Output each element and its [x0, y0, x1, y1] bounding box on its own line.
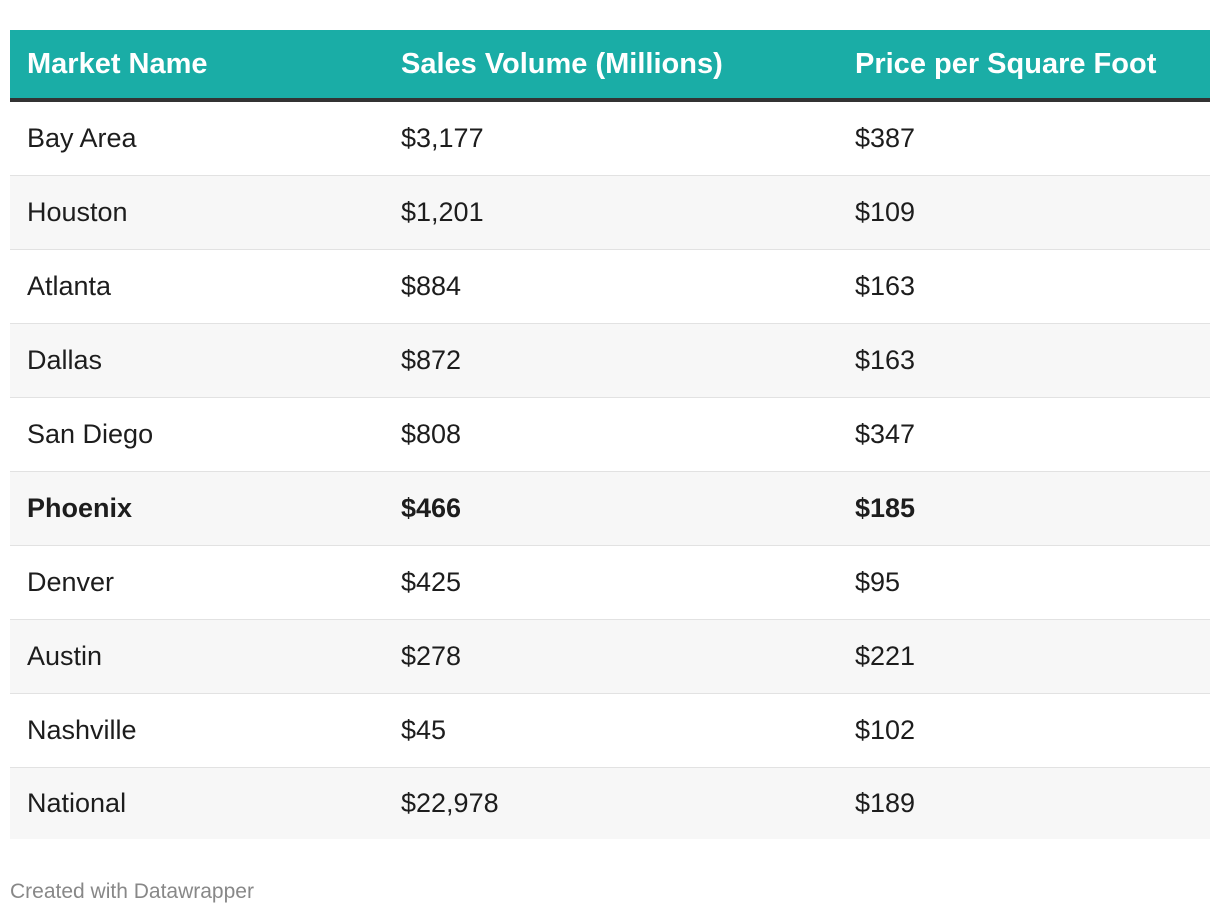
market-name-cell: Dallas: [27, 345, 103, 375]
market-name-cell: Houston: [27, 197, 128, 227]
table-row: Dallas $872 $163: [10, 324, 1210, 398]
sales-volume-cell: $466: [401, 493, 462, 523]
price-per-square-foot-cell: $185: [855, 493, 916, 523]
price-per-square-foot-cell: $221: [855, 641, 916, 671]
datawrapper-credit: Created with Datawrapper: [10, 880, 254, 903]
table-row: Austin $278 $221: [10, 620, 1210, 694]
table-row: National $22,978 $189: [10, 768, 1210, 839]
market-name-cell: Austin: [27, 641, 103, 671]
table-row: San Diego $808 $347: [10, 398, 1210, 472]
table-row: Denver $425 $95: [10, 546, 1210, 620]
table-row: Bay Area $3,177 $387: [10, 102, 1210, 176]
sales-volume-cell: $3,177: [401, 123, 484, 153]
sales-volume-cell: $278: [401, 641, 462, 671]
market-name-cell: San Diego: [27, 419, 154, 449]
sales-volume-cell: $22,978: [401, 788, 499, 818]
market-name-cell: National: [27, 788, 127, 818]
table-row: Phoenix $466 $185: [10, 472, 1210, 546]
sales-volume-cell: $425: [401, 567, 462, 597]
sales-volume-cell: $45: [401, 715, 447, 745]
price-per-square-foot-cell: $163: [855, 345, 916, 375]
market-name-cell: Denver: [27, 567, 115, 597]
column-header-sales-volume[interactable]: Sales Volume (Millions): [401, 47, 723, 80]
table-header: Market Name Sales Volume (Millions) Pric…: [10, 30, 1210, 102]
table-row: Atlanta $884 $163: [10, 250, 1210, 324]
market-name-cell: Phoenix: [27, 493, 133, 523]
column-header-market-name[interactable]: Market Name: [27, 47, 208, 80]
sales-volume-cell: $808: [401, 419, 462, 449]
price-per-square-foot-cell: $102: [855, 715, 916, 745]
table-row: Houston $1,201 $109: [10, 176, 1210, 250]
price-per-square-foot-cell: $387: [855, 123, 916, 153]
price-per-square-foot-cell: $163: [855, 271, 916, 301]
market-name-cell: Bay Area: [27, 123, 137, 153]
data-table: Market Name Sales Volume (Millions) Pric…: [10, 30, 1210, 839]
table-body: Bay Area $3,177 $387 Houston $1,201 $109 Atlan…: [10, 102, 1210, 839]
column-header-price-per-square-foot[interactable]: Price per Square Foot: [855, 47, 1157, 80]
sales-volume-cell: $1,201: [401, 197, 484, 227]
sales-volume-cell: $872: [401, 345, 462, 375]
price-per-square-foot-cell: $109: [855, 197, 916, 227]
price-per-square-foot-cell: $189: [855, 788, 916, 818]
market-name-cell: Atlanta: [27, 271, 112, 301]
sales-volume-cell: $884: [401, 271, 462, 301]
market-name-cell: Nashville: [27, 715, 137, 745]
price-per-square-foot-cell: $95: [855, 567, 901, 597]
table-row: Nashville $45 $102: [10, 694, 1210, 768]
price-per-square-foot-cell: $347: [855, 419, 916, 449]
